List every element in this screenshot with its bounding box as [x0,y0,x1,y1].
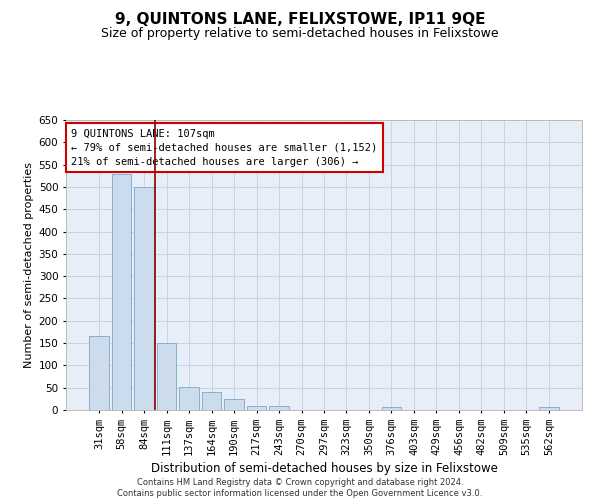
Bar [179,387,199,410]
Bar [202,392,221,410]
Bar [112,174,131,410]
X-axis label: Distribution of semi-detached houses by size in Felixstowe: Distribution of semi-detached houses by … [151,462,497,475]
Text: Size of property relative to semi-detached houses in Felixstowe: Size of property relative to semi-detach… [101,28,499,40]
Bar [224,399,244,410]
Bar [134,187,154,410]
Bar [382,407,401,410]
Bar [269,406,289,410]
Text: 9 QUINTONS LANE: 107sqm
← 79% of semi-detached houses are smaller (1,152)
21% of: 9 QUINTONS LANE: 107sqm ← 79% of semi-de… [71,128,377,166]
Text: 9, QUINTONS LANE, FELIXSTOWE, IP11 9QE: 9, QUINTONS LANE, FELIXSTOWE, IP11 9QE [115,12,485,28]
Bar [539,407,559,410]
Bar [157,343,176,410]
Y-axis label: Number of semi-detached properties: Number of semi-detached properties [25,162,34,368]
Bar [89,336,109,410]
Bar [247,406,266,410]
Text: Contains HM Land Registry data © Crown copyright and database right 2024.
Contai: Contains HM Land Registry data © Crown c… [118,478,482,498]
